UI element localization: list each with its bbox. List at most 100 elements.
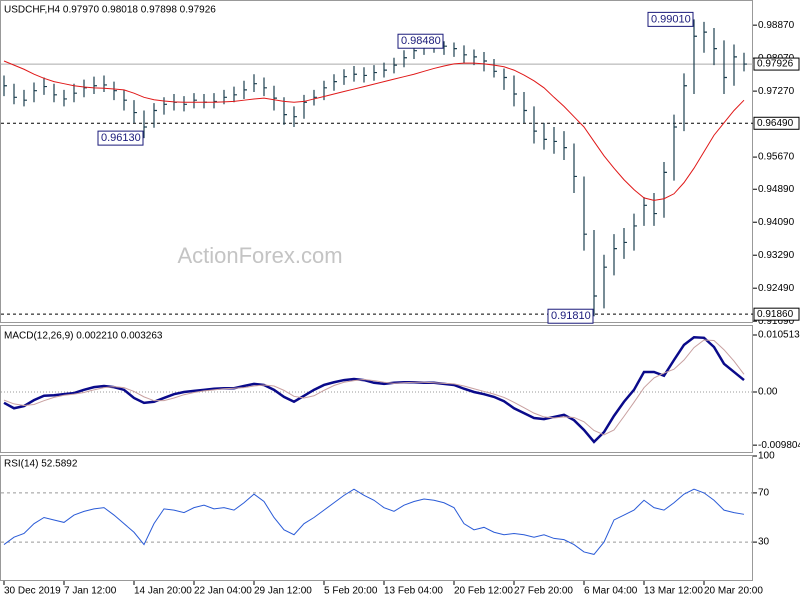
ohlc-bar	[743, 52, 747, 72]
ohlc-bar	[93, 76, 97, 95]
ohlc-bar	[153, 103, 157, 128]
annotation-label: 0.96130	[101, 132, 141, 144]
ohlc-bar	[43, 77, 47, 95]
x-tick-label: 5 Feb 20:00	[324, 586, 378, 597]
panel-title: USDCHF,H4 0.97970 0.98018 0.97898 0.9792…	[4, 5, 216, 16]
annotation-label: 0.98480	[401, 35, 441, 47]
ohlc-bar	[213, 93, 217, 109]
ohlc-bar	[323, 80, 327, 101]
rsi-panel	[0, 455, 753, 581]
x-tick-label: 22 Jan 04:00	[194, 586, 252, 597]
ohlc-bar	[693, 19, 697, 95]
x-tick-label: 30 Dec 2019	[4, 586, 61, 597]
y-tick-label: 0.94090	[758, 217, 795, 228]
y-tick-label: -0.009804	[758, 440, 800, 451]
y-tick-label: 30	[758, 537, 770, 548]
y-tick-label: 0.97270	[758, 86, 795, 97]
ohlc-bar	[513, 75, 517, 107]
ohlc-bar	[333, 74, 337, 91]
annotation-label: 0.91810	[551, 310, 591, 322]
panel-title: RSI(14) 52.5892	[4, 459, 78, 470]
ohlc-bar	[363, 67, 367, 83]
ohlc-bar	[73, 83, 77, 103]
y-tick-label: 0.93290	[758, 250, 795, 261]
ohlc-bar	[723, 40, 727, 95]
ohlc-bar	[23, 89, 27, 107]
ohlc-bar	[113, 81, 117, 101]
ohlc-bar	[243, 80, 247, 99]
ohlc-bar	[263, 77, 267, 97]
ohlc-bar	[3, 75, 7, 97]
y-tick-label: 0.00	[758, 387, 778, 398]
y-tick-label: 0.92490	[758, 283, 795, 294]
ohlc-bar	[383, 62, 387, 78]
ohlc-bar	[443, 41, 447, 55]
ohlc-bar	[303, 94, 307, 119]
annotation-box	[547, 308, 594, 324]
ohlc-bar	[553, 126, 557, 154]
price-panel	[0, 0, 753, 323]
series-line	[3, 488, 745, 555]
x-tick-label: 6 Mar 04:00	[584, 586, 638, 597]
ohlc-bar	[673, 114, 677, 181]
ohlc-bar	[713, 28, 717, 66]
ohlc-bar	[633, 213, 637, 251]
y-tick-label: 0.98870	[758, 20, 795, 31]
ohlc-bar	[183, 96, 187, 112]
ohlc-bar	[163, 97, 167, 115]
ohlc-bar	[293, 106, 297, 127]
ohlc-bar	[483, 51, 487, 72]
x-tick-label: 7 Jan 12:00	[64, 586, 117, 597]
y-tick-label: 100	[758, 451, 775, 462]
ohlc-bar	[53, 83, 57, 103]
ohlc-bar	[503, 68, 507, 90]
y-tick-label: 0.91690	[758, 316, 795, 327]
x-tick-label: 20 Mar 20:00	[704, 586, 763, 597]
ohlc-bar	[523, 91, 527, 123]
x-tick-label: 27 Feb 20:00	[514, 586, 573, 597]
ohlc-bar	[623, 227, 627, 259]
ohlc-bar	[453, 42, 457, 57]
ohlc-bar	[13, 83, 17, 105]
moving-average	[3, 60, 745, 201]
ohlc-bar	[613, 234, 617, 276]
x-tick-label: 13 Mar 12:00	[644, 586, 703, 597]
ohlc-bar	[63, 89, 67, 107]
y-tick-label: 0.94890	[758, 184, 795, 195]
ohlc-bar	[393, 57, 397, 74]
annotation-label: 0.99010	[651, 13, 691, 25]
macd-panel	[0, 325, 753, 453]
price-level-box	[753, 116, 800, 130]
annotation-box	[397, 33, 444, 49]
ohlc-bar	[403, 50, 407, 68]
annotation-box	[97, 130, 144, 146]
series-line	[3, 335, 745, 444]
price-level-box	[753, 307, 800, 321]
price-level-label: 0.91860	[757, 309, 794, 320]
y-tick-label: 0.95670	[758, 152, 795, 163]
annotation-box	[647, 11, 694, 27]
y-tick-label: 0.010513	[758, 330, 800, 341]
ohlc-bar	[533, 106, 537, 144]
ohlc-bar	[603, 254, 607, 309]
x-tick-label: 14 Jan 20:00	[134, 586, 192, 597]
ohlc-bar	[193, 93, 197, 109]
ohlc-bar	[593, 230, 597, 317]
ohlc-bar	[703, 21, 707, 53]
price-level-box	[753, 57, 800, 71]
ohlc-bar	[683, 73, 687, 132]
ohlc-bar	[663, 162, 667, 218]
ohlc-bar	[353, 65, 357, 82]
ohlc-bar	[203, 94, 207, 109]
ohlc-bar	[33, 82, 37, 103]
price-level-label: 0.97926	[757, 59, 794, 70]
ohlc-bar	[343, 69, 347, 85]
x-tick-label: 13 Feb 04:00	[384, 586, 443, 597]
ohlc-bar	[103, 75, 107, 92]
ohlc-bar	[83, 79, 87, 98]
x-tick-label: 20 Feb 12:00	[454, 586, 513, 597]
ohlc-bar	[583, 176, 587, 251]
ohlc-bar	[493, 58, 497, 78]
ohlc-bar	[373, 65, 377, 81]
